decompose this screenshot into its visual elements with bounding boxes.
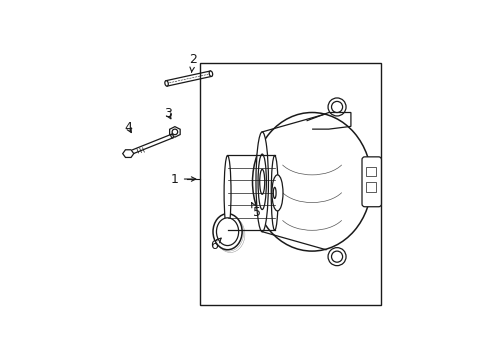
Text: 3: 3 xyxy=(164,107,172,120)
Ellipse shape xyxy=(224,156,231,230)
Bar xyxy=(366,182,376,192)
Ellipse shape xyxy=(272,175,283,211)
Text: 5: 5 xyxy=(251,203,261,219)
Text: 1: 1 xyxy=(171,172,196,185)
Ellipse shape xyxy=(217,218,239,246)
Polygon shape xyxy=(122,150,134,157)
Ellipse shape xyxy=(209,71,213,76)
Ellipse shape xyxy=(260,169,265,194)
Circle shape xyxy=(332,102,343,112)
Ellipse shape xyxy=(328,98,346,116)
Ellipse shape xyxy=(171,134,173,138)
Ellipse shape xyxy=(271,156,278,230)
Ellipse shape xyxy=(252,112,372,251)
Text: 2: 2 xyxy=(189,53,197,72)
Text: 6: 6 xyxy=(210,238,221,252)
Ellipse shape xyxy=(256,132,269,232)
Ellipse shape xyxy=(165,81,168,86)
FancyBboxPatch shape xyxy=(362,157,381,207)
Text: 4: 4 xyxy=(124,121,132,134)
Ellipse shape xyxy=(273,187,276,198)
Bar xyxy=(366,167,376,176)
Circle shape xyxy=(332,251,343,262)
Circle shape xyxy=(172,129,178,135)
Ellipse shape xyxy=(258,154,267,210)
Bar xyxy=(200,63,381,305)
Ellipse shape xyxy=(213,214,242,250)
Polygon shape xyxy=(170,127,180,137)
Ellipse shape xyxy=(328,248,346,266)
